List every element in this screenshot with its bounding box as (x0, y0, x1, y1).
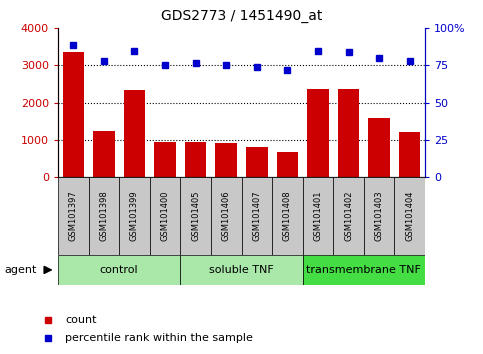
Text: GDS2773 / 1451490_at: GDS2773 / 1451490_at (161, 9, 322, 23)
Bar (338, 89, 359, 177)
Bar (399, 132, 420, 177)
Bar (63, 52, 84, 177)
Bar (88, 177, 119, 255)
Text: GSM101403: GSM101403 (375, 190, 384, 241)
Bar (369, 118, 390, 177)
Bar (93, 131, 114, 177)
Bar (119, 177, 150, 255)
Bar (333, 177, 364, 255)
Bar (180, 177, 211, 255)
Bar (242, 177, 272, 255)
Text: GSM101404: GSM101404 (405, 191, 414, 241)
Text: percentile rank within the sample: percentile rank within the sample (65, 333, 253, 343)
Text: GSM101401: GSM101401 (313, 191, 323, 241)
Bar (211, 177, 242, 255)
Bar (150, 177, 180, 255)
Text: GSM101408: GSM101408 (283, 190, 292, 241)
Bar (303, 255, 425, 285)
Text: GSM101397: GSM101397 (69, 190, 78, 241)
Text: GSM101399: GSM101399 (130, 190, 139, 241)
Text: GSM101405: GSM101405 (191, 191, 200, 241)
Bar (303, 177, 333, 255)
Bar (215, 143, 237, 177)
Text: GSM101400: GSM101400 (160, 191, 170, 241)
Text: count: count (65, 315, 97, 325)
Bar (180, 255, 303, 285)
Text: GSM101406: GSM101406 (222, 190, 231, 241)
Bar (307, 88, 329, 177)
Text: GSM101398: GSM101398 (99, 190, 108, 241)
Bar (246, 147, 268, 177)
Text: control: control (100, 265, 139, 275)
Bar (58, 177, 88, 255)
Bar (155, 142, 176, 177)
Text: GSM101407: GSM101407 (252, 190, 261, 241)
Text: agent: agent (5, 265, 37, 275)
Text: transmembrane TNF: transmembrane TNF (306, 265, 421, 275)
Text: soluble TNF: soluble TNF (209, 265, 274, 275)
Bar (124, 90, 145, 177)
Bar (395, 177, 425, 255)
Bar (58, 255, 180, 285)
Text: GSM101402: GSM101402 (344, 191, 353, 241)
Bar (277, 152, 298, 177)
Bar (272, 177, 303, 255)
Bar (364, 177, 395, 255)
Bar (185, 142, 206, 177)
